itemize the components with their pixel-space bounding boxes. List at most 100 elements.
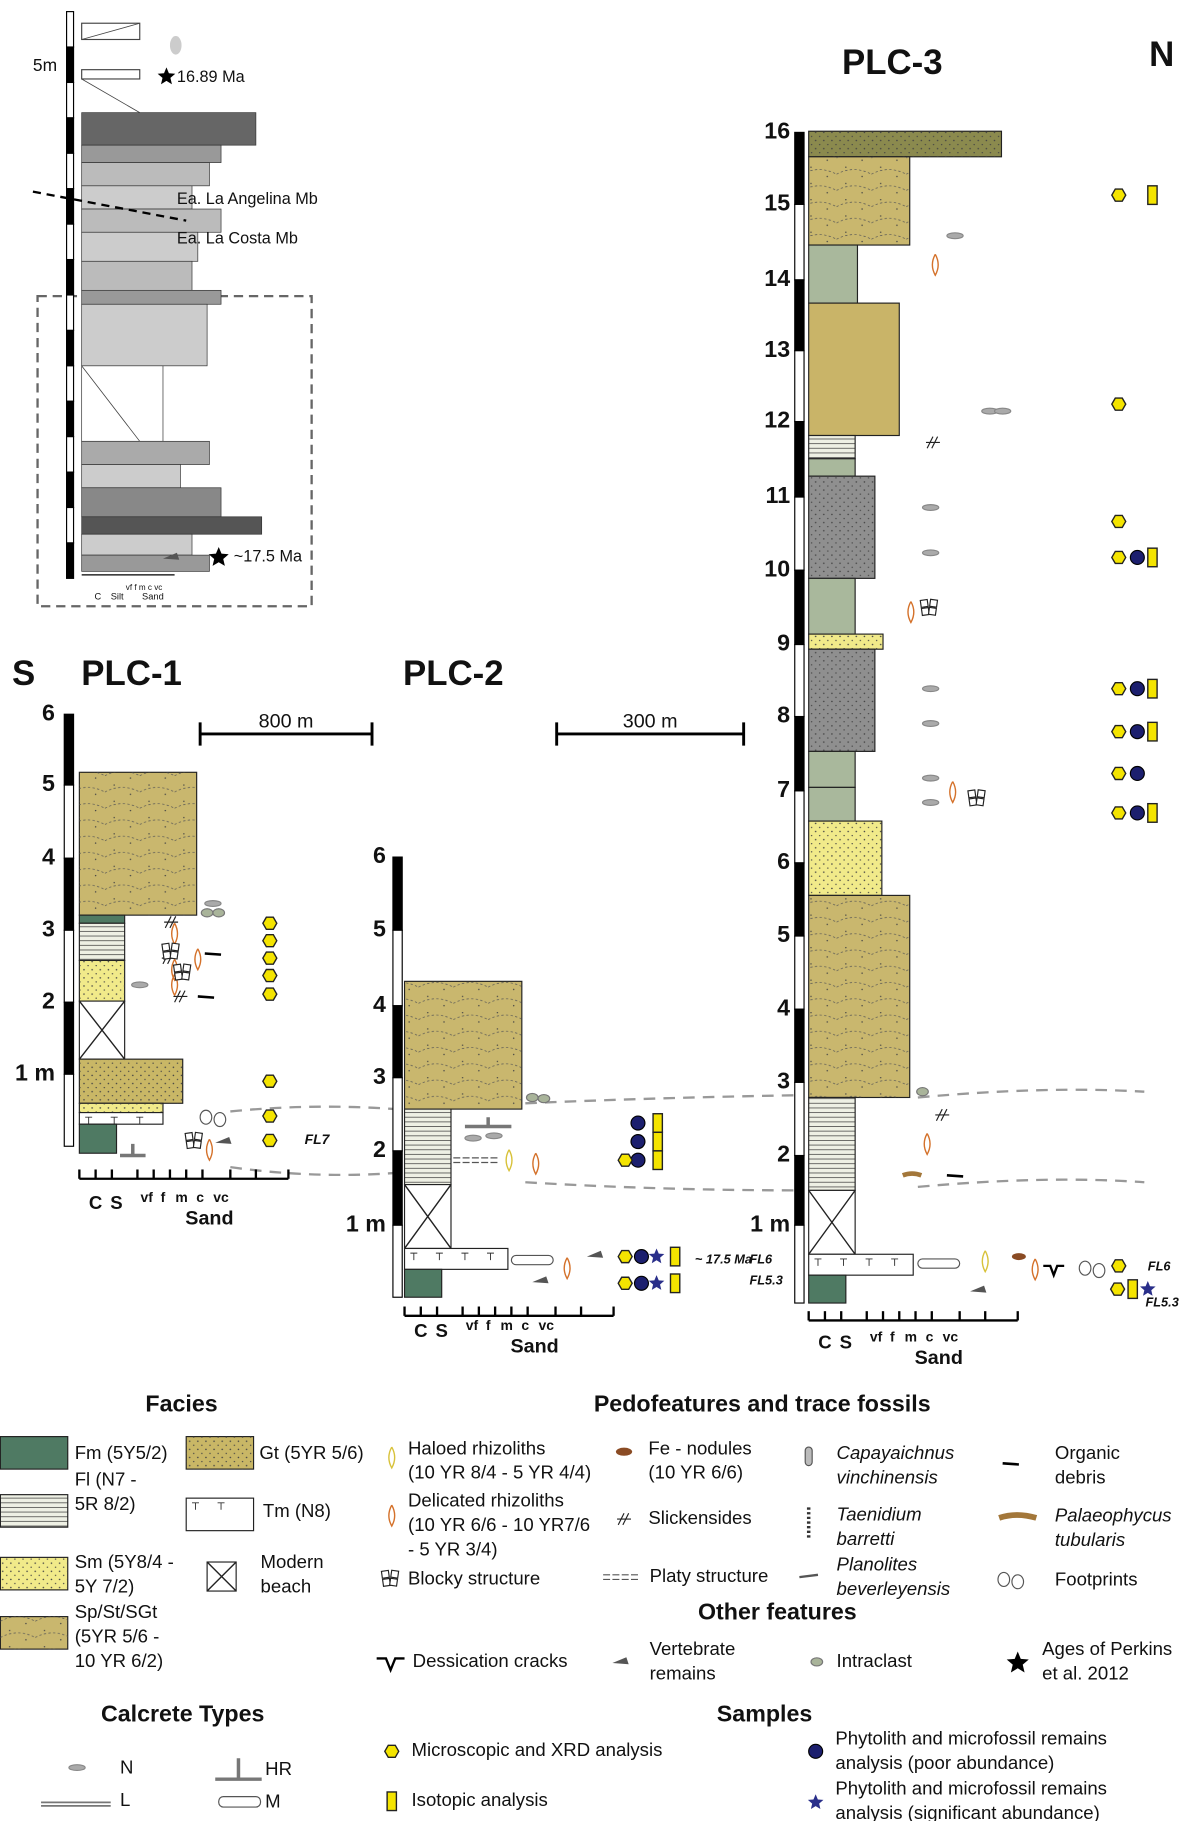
layer-fl [809, 1097, 855, 1190]
scale-segment [64, 1002, 73, 1074]
label: HR [265, 1758, 292, 1779]
vertebrate-remain [970, 1286, 986, 1293]
scale-segment [795, 936, 804, 1009]
xrd-sample [263, 935, 277, 947]
texture [79, 960, 124, 1001]
scale-segment [795, 422, 804, 497]
scale-label: 5 [373, 915, 386, 941]
legend-text: Gt (5YR 5/6) [259, 1442, 363, 1463]
xrd-sample [1112, 767, 1126, 779]
scale-segment [64, 714, 73, 785]
inset-scale [67, 472, 74, 507]
scale-segment [795, 717, 804, 791]
grain-label: m [905, 1329, 917, 1345]
label: (10 YR 6/6) [648, 1462, 743, 1483]
grain-label: vc [943, 1329, 959, 1345]
section-title: PLC-2 [403, 654, 504, 693]
label: Ages of Perkins [1042, 1638, 1172, 1659]
phytolith-poor [1130, 806, 1144, 820]
texture [405, 981, 522, 1109]
blocky-structure [976, 798, 984, 806]
texture [79, 772, 196, 915]
intraclast [213, 909, 225, 917]
xrd-sample [1112, 683, 1126, 695]
scale-label: 8 [777, 702, 790, 728]
rhizolith [932, 254, 938, 275]
scale-label: 3 [777, 1068, 790, 1094]
inset-scale [67, 437, 74, 472]
footprint [1093, 1264, 1105, 1278]
layer-gg [809, 787, 855, 821]
blocky-structure [162, 943, 170, 951]
blocky-structure [928, 607, 936, 615]
legend-title: Facies [145, 1390, 217, 1416]
grain-label: c [926, 1329, 934, 1345]
label: analysis (significant abundance) [835, 1802, 1099, 1821]
inset-scale [67, 508, 74, 543]
xrd-sample [1111, 1283, 1125, 1295]
scale-label: 6 [373, 842, 386, 868]
xrd-sample [263, 1075, 277, 1087]
texture [809, 895, 910, 1097]
platy-structure [453, 1158, 499, 1163]
label: tubularis [1055, 1529, 1125, 1550]
massive-calcrete [918, 1259, 960, 1268]
inset-layer [82, 441, 210, 464]
platy-structure [603, 1575, 640, 1580]
texture [809, 821, 882, 895]
isotopic-sample [670, 1247, 679, 1266]
inset-scale [67, 189, 74, 224]
inset-scale [67, 153, 74, 188]
organic-debris [198, 996, 214, 997]
inset-scale [67, 543, 74, 578]
legend-text: Sm (5Y8/4 - [75, 1551, 174, 1572]
xrd-sample [263, 917, 277, 929]
isotopic-sample [670, 1274, 679, 1293]
rhizolith [172, 923, 178, 944]
palaeophycus [999, 1515, 1036, 1518]
calcrete-m [219, 1797, 261, 1807]
layer-tm [79, 1113, 163, 1125]
inset-layer [82, 145, 221, 162]
calcrete-nodule [923, 800, 939, 806]
scale-segment [795, 132, 804, 204]
grain-label: c [196, 1189, 204, 1205]
inset-scale [67, 82, 74, 117]
calcrete-nodule [923, 775, 939, 781]
footprint [998, 1572, 1010, 1586]
legend-text: (5YR 5/6 - [75, 1625, 160, 1646]
inset-layer [82, 304, 207, 366]
legend-text: Tm (N8) [263, 1500, 331, 1521]
legend-text: Sp/St/SGt [75, 1601, 158, 1622]
label: (10 YR 6/6 - 10 YR7/6 [408, 1514, 590, 1535]
xrd-sample [1112, 726, 1126, 738]
footprint [1012, 1575, 1024, 1589]
correlation-line [230, 1107, 395, 1112]
grain-label: m [175, 1189, 187, 1205]
grain-label: Sand [915, 1347, 963, 1369]
slickensides [935, 1109, 949, 1121]
phytolith-poor [631, 1135, 645, 1149]
scale-segment [795, 1156, 804, 1226]
scale-label: 16 [764, 118, 790, 144]
scale-segment [64, 930, 73, 1002]
scale-label: 12 [764, 407, 790, 433]
rhizolith [389, 1505, 395, 1526]
label: L [120, 1789, 130, 1810]
isotopic-sample [1148, 679, 1157, 698]
scale-segment [64, 785, 73, 858]
calcrete-nodule [947, 233, 963, 239]
capayaichnus [805, 1447, 812, 1466]
legend-text: 5Y 7/2) [75, 1575, 135, 1596]
age-label: ~ 17.5 Ma [695, 1251, 752, 1266]
section-title: PLC-3 [842, 43, 943, 82]
scale-segment [393, 1225, 402, 1297]
scale-label: 4 [42, 843, 55, 869]
blocky-structure [977, 790, 985, 798]
grain-label: c [521, 1317, 529, 1333]
slickensides [617, 1513, 631, 1525]
scale-segment [795, 204, 804, 279]
isotopic-sample [1148, 186, 1157, 205]
xrd-sample [263, 952, 277, 964]
texture [809, 157, 910, 245]
